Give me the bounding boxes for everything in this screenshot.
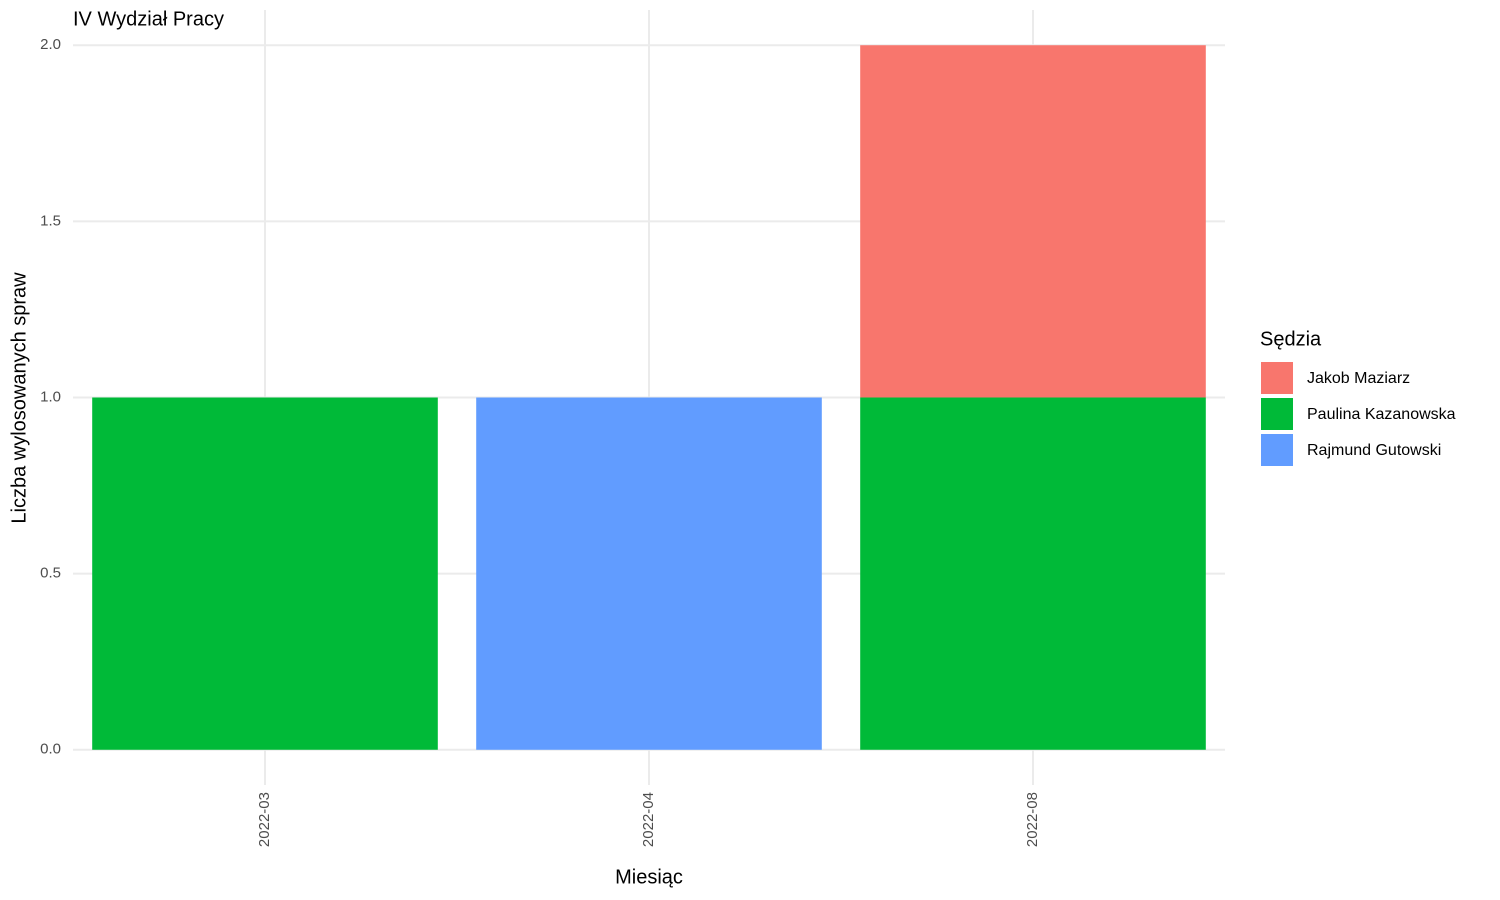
- x-tick-label: 2022-03: [256, 792, 273, 847]
- x-tick-label: 2022-04: [640, 792, 657, 847]
- bar-segment: [860, 397, 1206, 750]
- chart-title: IV Wydział Pracy: [73, 8, 224, 30]
- legend-swatch: [1261, 362, 1293, 394]
- y-tick-label: 1.5: [40, 212, 61, 229]
- bar-segment: [92, 397, 438, 750]
- y-tick-label: 0.0: [40, 741, 61, 758]
- legend-title: Sędzia: [1260, 328, 1322, 350]
- legend-swatch: [1261, 434, 1293, 466]
- legend-label: Rajmund Gutowski: [1307, 442, 1441, 459]
- bar-segment: [476, 397, 822, 750]
- x-tick-label: 2022-08: [1024, 792, 1041, 847]
- y-tick-label: 0.5: [40, 565, 61, 582]
- x-axis-title: Miesiąc: [615, 866, 683, 888]
- y-tick-label: 1.0: [40, 388, 61, 405]
- legend-swatch: [1261, 398, 1293, 430]
- y-tick-label: 2.0: [40, 36, 61, 53]
- bar-segment: [860, 45, 1206, 398]
- legend-label: Jakob Maziarz: [1307, 370, 1410, 387]
- y-axis-title: Liczba wylosowanych spraw: [8, 272, 30, 524]
- legend-label: Paulina Kazanowska: [1307, 406, 1456, 423]
